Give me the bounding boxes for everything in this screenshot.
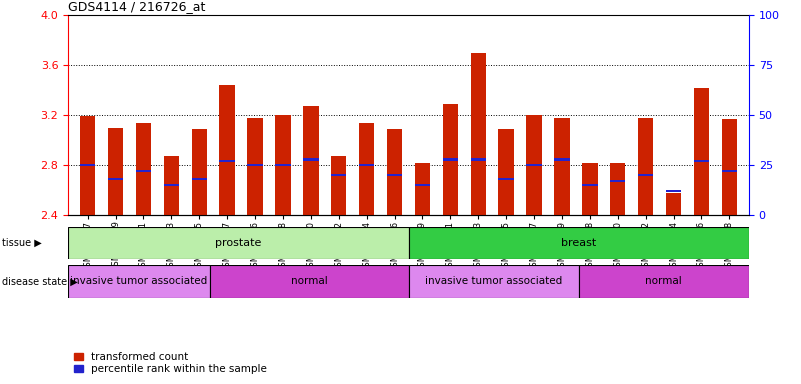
Bar bbox=[409, 227, 749, 259]
Bar bbox=[219, 85, 235, 215]
Bar bbox=[331, 156, 346, 215]
Bar bbox=[359, 164, 374, 167]
Bar bbox=[578, 265, 749, 298]
Bar bbox=[526, 115, 541, 215]
Bar bbox=[694, 160, 709, 162]
Text: normal: normal bbox=[291, 276, 328, 286]
Bar bbox=[331, 174, 346, 177]
Bar bbox=[80, 164, 95, 167]
Bar bbox=[80, 116, 95, 215]
Bar bbox=[415, 163, 430, 215]
Bar bbox=[638, 174, 654, 177]
Bar bbox=[498, 178, 514, 180]
Bar bbox=[722, 119, 737, 215]
Bar bbox=[359, 123, 374, 215]
Bar bbox=[248, 118, 263, 215]
Bar bbox=[526, 164, 541, 167]
Text: prostate: prostate bbox=[215, 238, 261, 248]
Bar bbox=[554, 158, 570, 161]
Text: normal: normal bbox=[646, 276, 682, 286]
Bar bbox=[610, 163, 626, 215]
Bar bbox=[582, 184, 598, 187]
Text: disease state ▶: disease state ▶ bbox=[2, 276, 78, 286]
Bar bbox=[582, 163, 598, 215]
Legend: transformed count, percentile rank within the sample: transformed count, percentile rank withi… bbox=[74, 351, 268, 375]
Bar bbox=[248, 164, 263, 167]
Bar bbox=[108, 178, 123, 180]
Bar bbox=[409, 265, 578, 298]
Bar bbox=[108, 128, 123, 215]
Bar bbox=[163, 184, 179, 187]
Bar bbox=[694, 88, 709, 215]
Bar bbox=[471, 158, 486, 161]
Bar bbox=[666, 190, 682, 192]
Bar bbox=[722, 170, 737, 172]
Bar bbox=[443, 158, 458, 161]
Bar bbox=[276, 164, 291, 167]
Bar bbox=[415, 184, 430, 187]
Text: GDS4114 / 216726_at: GDS4114 / 216726_at bbox=[68, 0, 206, 13]
Bar bbox=[68, 227, 409, 259]
Bar bbox=[554, 118, 570, 215]
Text: invasive tumor associated: invasive tumor associated bbox=[70, 276, 207, 286]
Bar bbox=[68, 265, 210, 298]
Bar bbox=[638, 118, 654, 215]
Bar bbox=[276, 115, 291, 215]
Bar bbox=[210, 265, 409, 298]
Text: breast: breast bbox=[561, 238, 597, 248]
Bar bbox=[610, 180, 626, 182]
Bar bbox=[443, 104, 458, 215]
Bar bbox=[387, 174, 402, 177]
Text: tissue ▶: tissue ▶ bbox=[2, 238, 42, 248]
Bar bbox=[191, 178, 207, 180]
Bar bbox=[191, 129, 207, 215]
Bar bbox=[163, 156, 179, 215]
Bar bbox=[498, 129, 514, 215]
Bar bbox=[135, 123, 151, 215]
Bar bbox=[387, 129, 402, 215]
Bar bbox=[135, 170, 151, 172]
Bar bbox=[471, 53, 486, 215]
Bar bbox=[219, 160, 235, 162]
Bar bbox=[666, 193, 682, 215]
Bar bbox=[303, 158, 319, 161]
Text: invasive tumor associated: invasive tumor associated bbox=[425, 276, 562, 286]
Bar bbox=[303, 106, 319, 215]
